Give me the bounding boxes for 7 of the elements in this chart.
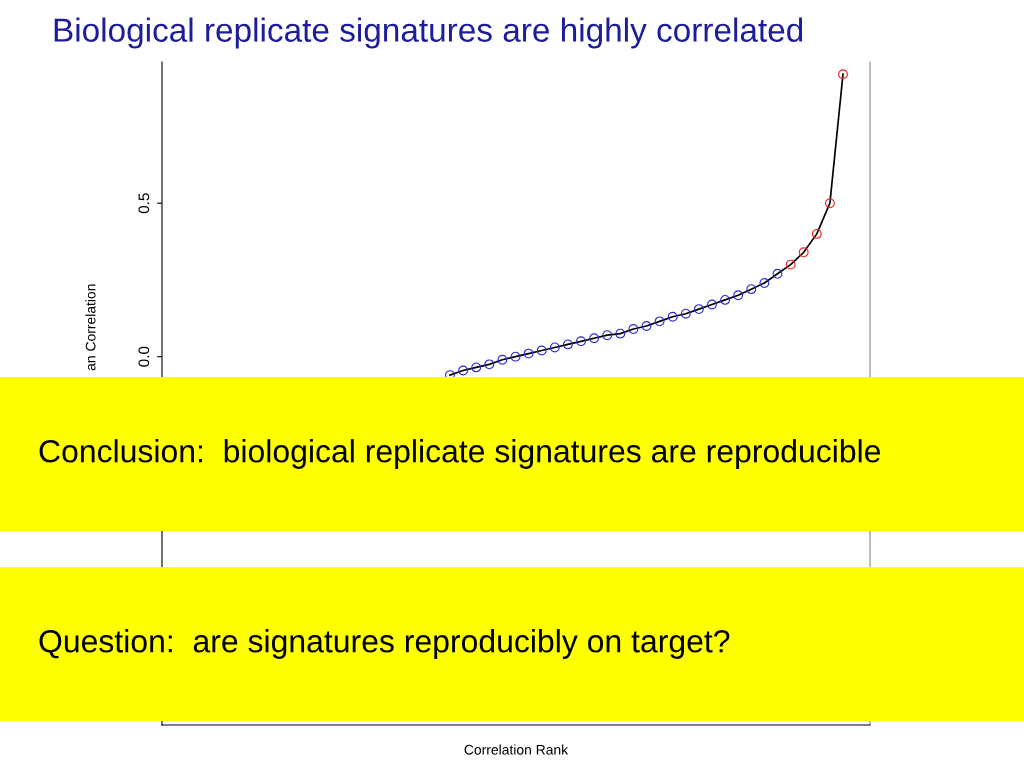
annotation: Conclusion: biological replicate signatures are reproducible	[39, 439, 881, 469]
x-axis-title: Correlation Rank	[464, 744, 569, 755]
annotation: Question: are signatures reproducibly on target?	[39, 629, 730, 659]
y-tick-label: 0.5	[138, 193, 150, 214]
y-tick-label: 0.0	[138, 346, 150, 367]
y-axis-title: an Correlation	[85, 284, 96, 371]
chart-title: Biological replicate signatures are highly correlated	[54, 17, 803, 49]
